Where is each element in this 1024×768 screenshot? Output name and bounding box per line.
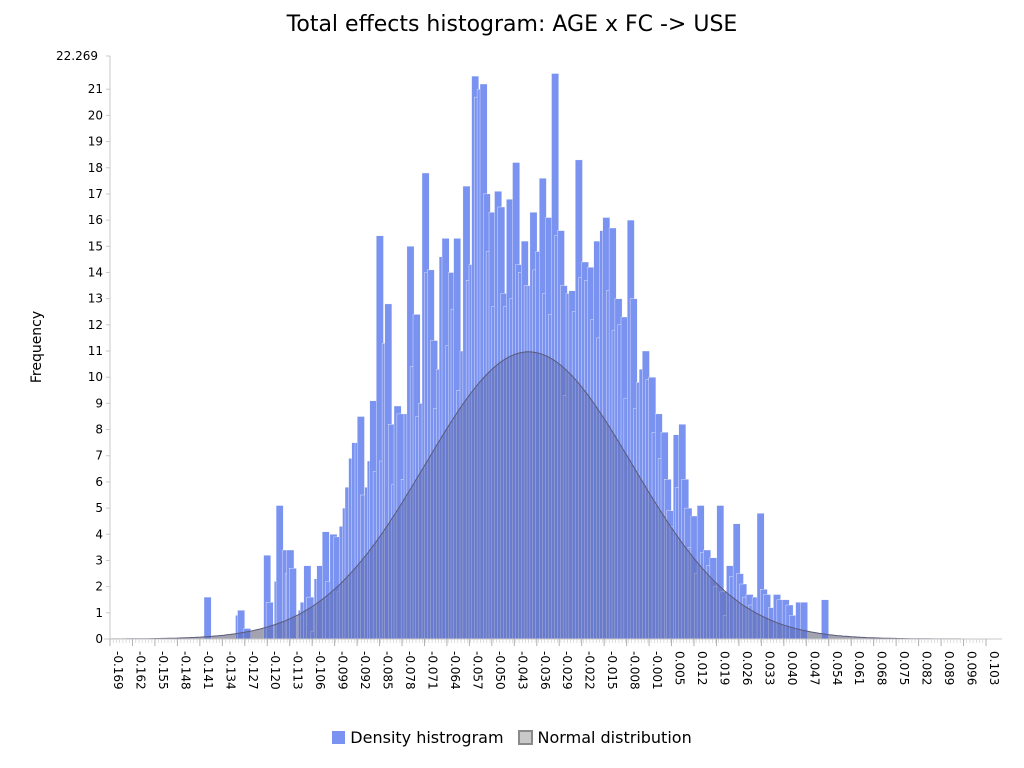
x-tick-label: -0.092: [358, 651, 372, 690]
x-tick-label: -0.078: [403, 651, 417, 690]
histogram-bar: [203, 596, 212, 640]
x-tick-label: 0.033: [762, 651, 776, 685]
x-tick-label: -0.029: [560, 651, 574, 690]
x-tick-label: 0.096: [965, 651, 979, 685]
x-tick-label: 0.012: [695, 651, 709, 685]
x-tick-label: -0.134: [223, 651, 237, 690]
x-tick-label: -0.085: [381, 651, 395, 690]
y-tick-label: 5: [95, 501, 103, 515]
x-tick-label: 0.054: [830, 651, 844, 685]
x-tick-label: -0.113: [291, 651, 305, 690]
y-tick-label: 4: [95, 527, 103, 541]
y-tick-label: 19: [88, 135, 103, 149]
x-tick-label: 0.075: [897, 651, 911, 685]
x-tick-label: -0.106: [313, 651, 327, 690]
x-tick-label: -0.043: [515, 651, 529, 690]
x-tick-label: -0.008: [628, 651, 642, 690]
x-tick-label: -0.148: [178, 651, 192, 690]
y-tick-label: 6: [95, 475, 103, 489]
y-tick-label: 10: [88, 370, 103, 384]
x-tick-label: -0.099: [336, 651, 350, 690]
y-tick-label: 20: [88, 108, 103, 122]
legend-label-histogram: Density histrogram: [350, 728, 504, 747]
y-axis-label: Frequency: [29, 311, 45, 383]
x-tick-label: -0.001: [650, 651, 664, 690]
y-tick-label: 12: [88, 318, 103, 332]
normal-swatch-icon: [517, 730, 533, 745]
x-axis: -0.169 -0.162 -0.155 -0.148 -0.141 -0.134 -0.1…: [104, 638, 1002, 690]
y-tick-label: 7: [95, 449, 103, 463]
x-tick-label: -0.057: [470, 651, 484, 690]
histogram-chart: 012345678910111213141516171819202122.269…: [29, 49, 1002, 690]
x-tick-label: -0.071: [426, 651, 440, 690]
x-tick-label: -0.064: [448, 651, 462, 690]
x-tick-label: -0.050: [493, 651, 507, 690]
x-tick-label: 0.005: [673, 651, 687, 685]
y-tick-label: 8: [95, 423, 103, 437]
x-tick-label: 0.103: [987, 651, 1001, 685]
y-tick-label: 21: [88, 82, 103, 96]
chart-title: Total effects histogram: AGE x FC -> USE: [286, 12, 738, 37]
y-tick-label: 18: [88, 161, 103, 175]
x-tick-label: 0.089: [942, 651, 956, 685]
y-tick-label: 9: [95, 396, 103, 410]
y-max-label: 22.269: [56, 49, 98, 63]
x-tick-label: -0.022: [583, 651, 597, 690]
x-tick-label: 0.047: [807, 651, 821, 685]
x-tick-label: 0.019: [718, 651, 732, 685]
x-tick-label: 0.082: [920, 651, 934, 685]
y-tick-label: 1: [95, 606, 103, 620]
y-tick-label: 17: [88, 187, 103, 201]
normal-distribution-shade: [110, 351, 986, 639]
histogram-swatch-icon: [332, 731, 346, 744]
legend: Density histrogram Normal distribution: [0, 728, 1024, 747]
x-tick-label: 0.068: [875, 651, 889, 685]
y-tick-label: 13: [88, 292, 103, 306]
x-tick-label: -0.169: [111, 651, 125, 690]
histogram-bars: [203, 73, 829, 640]
y-tick-label: 14: [88, 265, 103, 279]
x-tick-label: -0.155: [156, 651, 170, 690]
histogram-bar: [821, 599, 829, 640]
y-tick-label: 0: [95, 632, 103, 646]
x-tick-label: -0.120: [268, 651, 282, 690]
legend-label-normal: Normal distribution: [537, 728, 692, 747]
y-tick-label: 16: [88, 213, 103, 227]
x-tick-label: -0.036: [538, 651, 552, 690]
x-tick-label: -0.162: [134, 651, 148, 690]
normal-distribution-overlay: [110, 351, 986, 640]
legend-item-histogram[interactable]: Density histrogram: [332, 728, 504, 747]
x-tick-label: -0.015: [605, 651, 619, 690]
x-tick-label: 0.040: [785, 651, 799, 685]
y-tick-label: 11: [88, 344, 103, 358]
x-tick-label: -0.127: [246, 651, 260, 690]
x-tick-label: -0.141: [201, 651, 215, 690]
y-tick-label: 2: [95, 580, 103, 594]
normal-distribution-curve: [110, 351, 986, 640]
x-tick-label: 0.026: [740, 651, 754, 685]
y-tick-label: 15: [88, 239, 103, 253]
x-tick-label: 0.061: [852, 651, 866, 685]
y-tick-label: 3: [95, 553, 103, 567]
legend-item-normal[interactable]: Normal distribution: [517, 728, 692, 747]
